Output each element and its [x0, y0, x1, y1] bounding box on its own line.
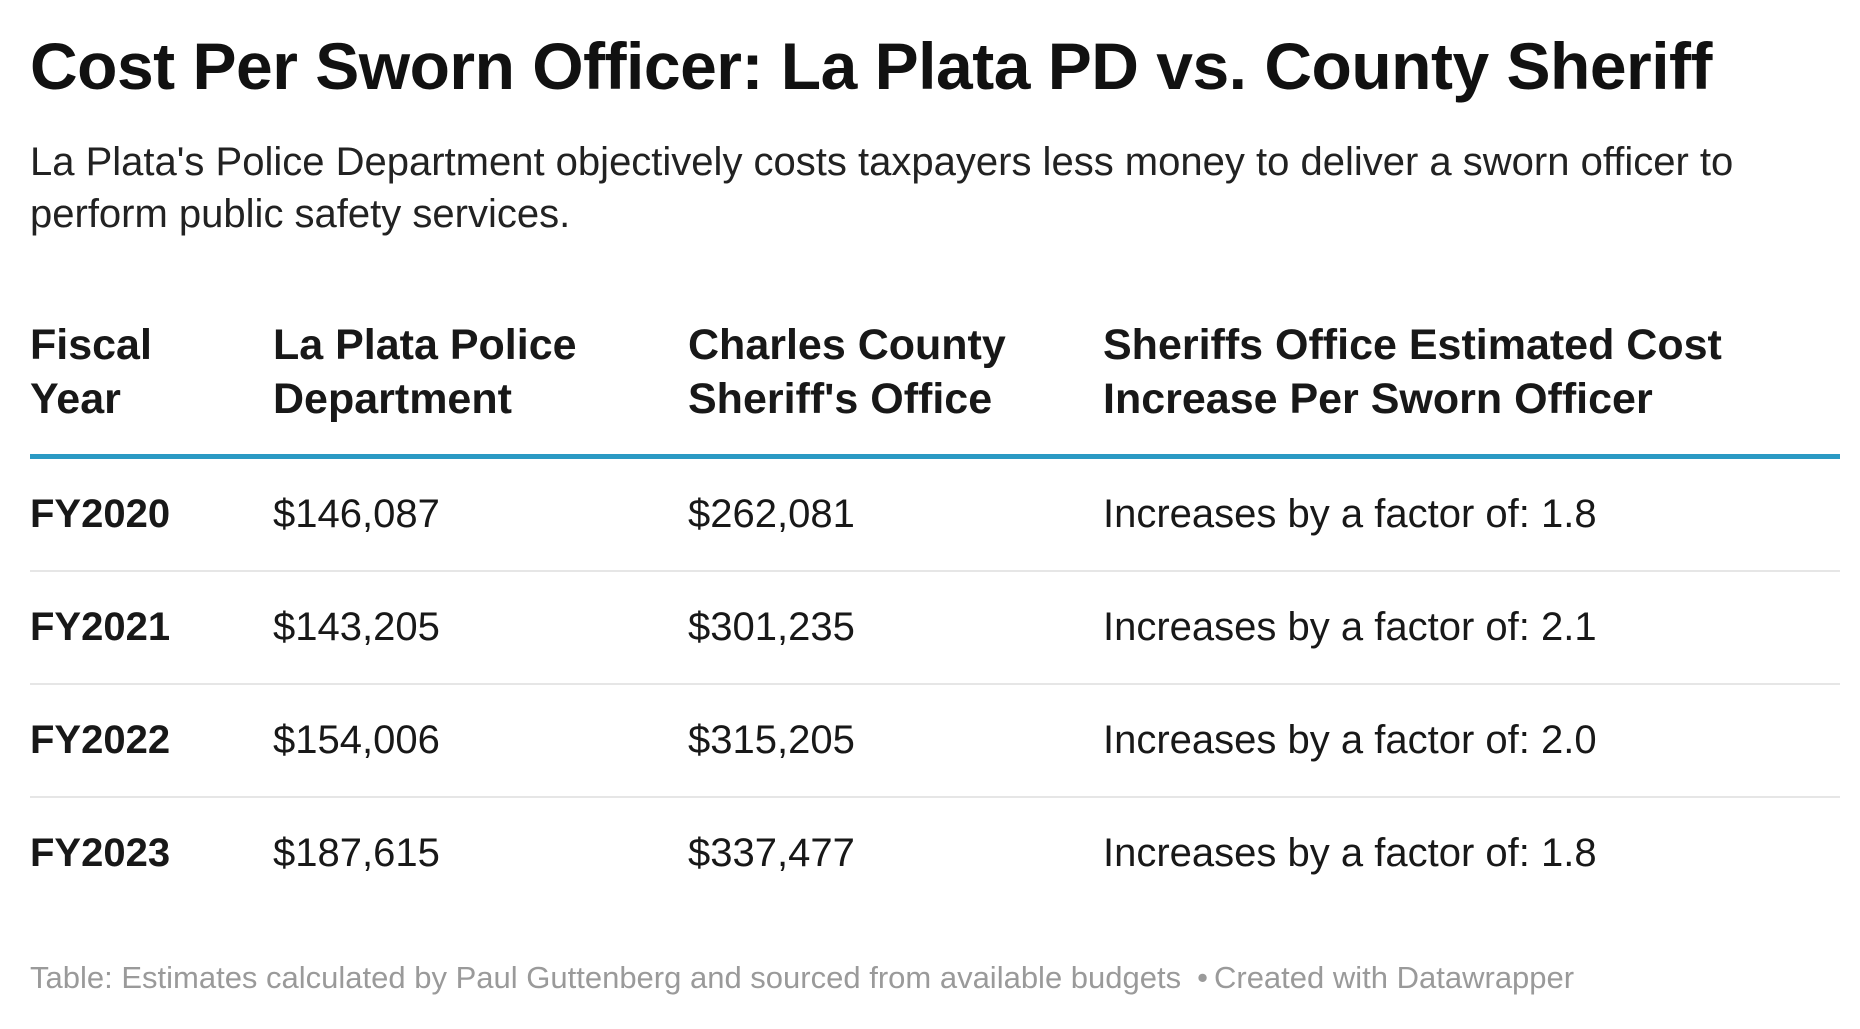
fiscal-year-cell: FY2022 [30, 718, 171, 762]
increase-factor-cell: Increases by a factor of: 2.0 [1103, 718, 1597, 762]
header-line: La Plata Police [273, 321, 577, 369]
header-line: Sheriffs Office Estimated Cost [1103, 321, 1722, 369]
source-note: Table: Estimates calculated by Paul Gutt… [30, 960, 1182, 995]
column-header-la-plata-pd: La Plata Police Department [273, 318, 688, 426]
footer-separator: • [1197, 960, 1208, 995]
sheriff-cost-cell: $301,235 [688, 605, 855, 649]
header-line: Charles County [688, 321, 1006, 369]
table-row: FY2021 $143,205 $301,235 Increases by a … [30, 572, 1840, 685]
increase-factor-cell: Increases by a factor of: 2.1 [1103, 605, 1597, 649]
table-row: FY2023 $187,615 $337,477 Increases by a … [30, 798, 1840, 909]
column-header-county-sheriff: Charles County Sheriff's Office [688, 318, 1103, 426]
fiscal-year-cell: FY2020 [30, 492, 171, 536]
la-plata-cost-cell: $154,006 [273, 718, 440, 762]
chart-title: Cost Per Sworn Officer: La Plata PD vs. … [30, 29, 1713, 103]
la-plata-cost-cell: $143,205 [273, 605, 440, 649]
sheriff-cost-cell: $337,477 [688, 831, 855, 875]
fiscal-year-cell: FY2021 [30, 605, 171, 649]
column-header-fiscal-year: Fiscal Year [30, 318, 270, 426]
table-row: FY2022 $154,006 $315,205 Increases by a … [30, 685, 1840, 798]
header-line: Increase Per Sworn Officer [1103, 375, 1653, 423]
table-row: FY2020 $146,087 $262,081 Increases by a … [30, 459, 1840, 572]
header-line: Fiscal [30, 321, 152, 369]
fiscal-year-cell: FY2023 [30, 831, 171, 875]
increase-factor-cell: Increases by a factor of: 1.8 [1103, 831, 1597, 875]
increase-factor-cell: Increases by a factor of: 1.8 [1103, 492, 1597, 536]
header-line: Department [273, 375, 512, 423]
datawrapper-credit-link[interactable]: Created with Datawrapper [1213, 960, 1575, 995]
header-line: Sheriff's Office [688, 375, 993, 423]
chart-footer: Table: Estimates calculated by Paul Gutt… [30, 960, 1574, 996]
sheriff-cost-cell: $262,081 [688, 492, 855, 536]
la-plata-cost-cell: $187,615 [273, 831, 440, 875]
header-line: Year [30, 375, 121, 423]
column-header-cost-increase: Sheriffs Office Estimated Cost Increase … [1103, 318, 1840, 426]
chart-subtitle: La Plata's Police Department objectively… [30, 140, 1734, 236]
sheriff-cost-cell: $315,205 [688, 718, 855, 762]
la-plata-cost-cell: $146,087 [273, 492, 440, 536]
data-table: Fiscal Year La Plata Police Department C… [30, 318, 1840, 909]
table-header-row: Fiscal Year La Plata Police Department C… [30, 318, 1840, 459]
